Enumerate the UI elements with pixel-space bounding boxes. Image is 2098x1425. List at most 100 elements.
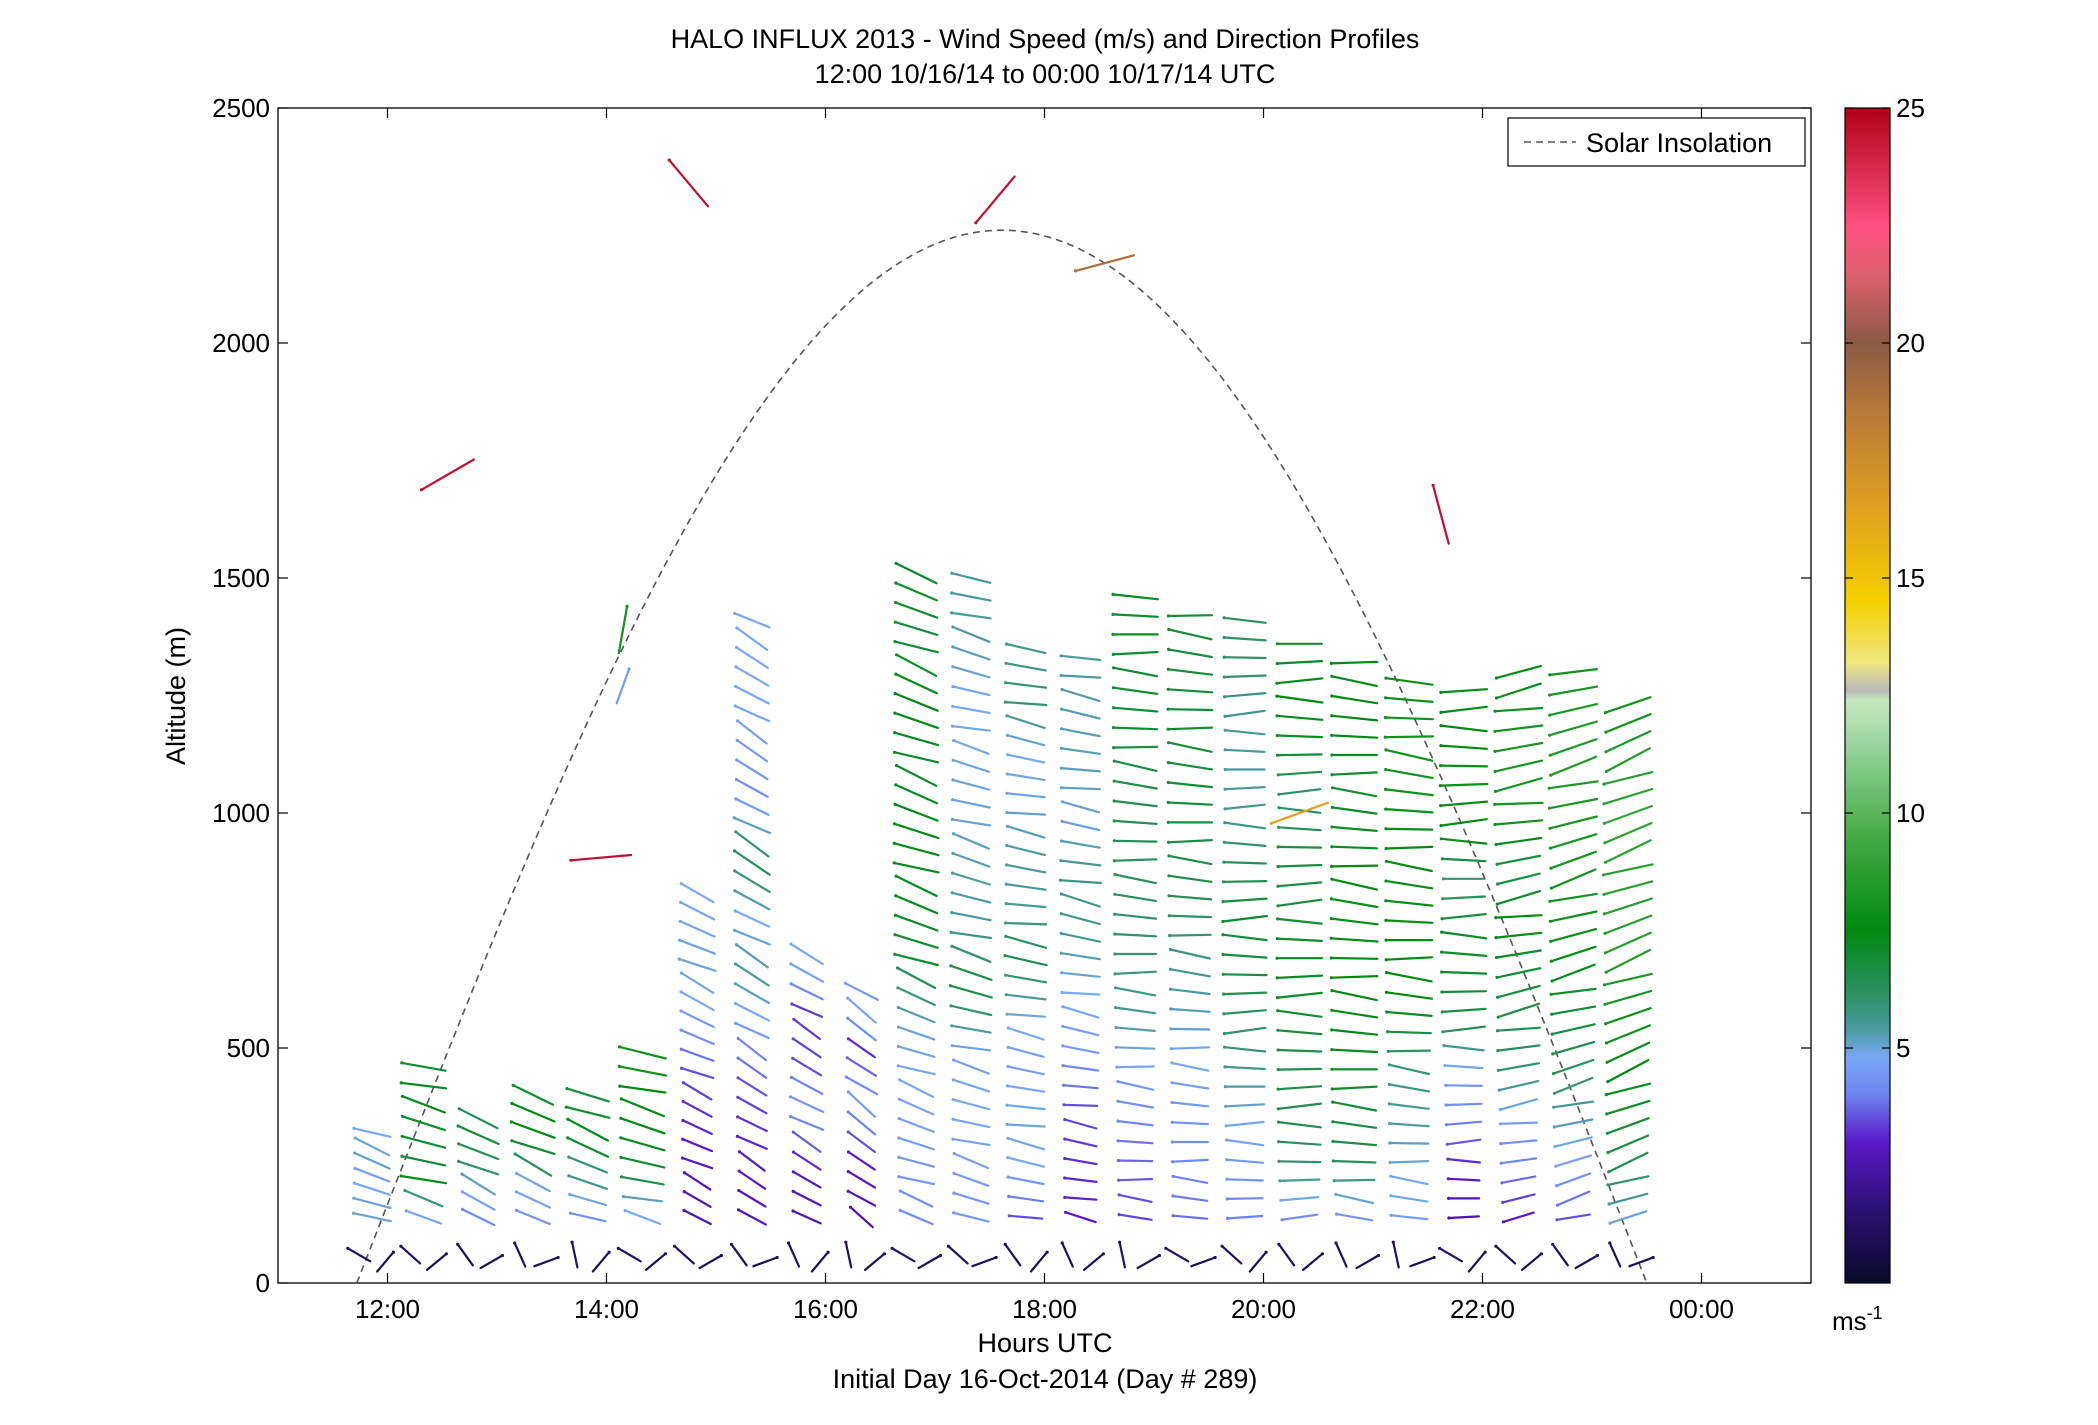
wind-barb-head — [682, 1208, 686, 1212]
wind-barb-head — [681, 1081, 686, 1085]
wind-barb-head — [620, 1175, 624, 1179]
wind-barb — [352, 1212, 392, 1223]
wind-barb-head — [734, 777, 739, 782]
wind-barb-head — [893, 731, 897, 735]
wind-barb — [1061, 1005, 1100, 1019]
wind-barb — [1496, 1026, 1541, 1032]
wind-barb — [680, 1048, 715, 1063]
wind-barb-head — [1006, 753, 1010, 757]
wind-barb-head — [1547, 806, 1552, 810]
wind-barb — [1112, 686, 1159, 696]
wind-barb — [1223, 674, 1267, 679]
wind-barb-head — [1113, 972, 1117, 976]
wind-barb — [894, 874, 938, 898]
wind-barb — [1276, 881, 1323, 888]
wind-barb — [792, 1150, 822, 1171]
wind-barb — [950, 591, 992, 602]
wind-barb — [950, 911, 992, 922]
wind-barb-head — [1166, 614, 1170, 618]
wind-barb-head — [1264, 1250, 1268, 1254]
wind-barb-head — [1063, 1195, 1067, 1199]
wind-barb — [733, 869, 771, 894]
wind-barb-head — [460, 1190, 464, 1194]
wind-barb-head — [400, 1134, 404, 1138]
wind-barb-head — [1497, 1088, 1501, 1092]
wind-barb — [681, 1138, 714, 1153]
wind-barb — [680, 882, 715, 904]
wind-barb — [1606, 1134, 1650, 1154]
wind-barb — [1113, 779, 1158, 790]
wind-barb-head — [1115, 1065, 1119, 1069]
wind-barb — [1603, 914, 1653, 935]
wind-barb — [949, 964, 993, 981]
wind-barb-head — [1225, 1177, 1229, 1181]
wind-barb — [951, 625, 991, 643]
wind-barb — [1115, 1046, 1156, 1050]
wind-barb — [681, 1156, 714, 1170]
wind-barb-head — [1330, 753, 1334, 757]
wind-barb — [1221, 897, 1268, 903]
wind-barb — [1223, 709, 1266, 718]
wind-barb-head — [734, 1021, 738, 1025]
wind-barb-head — [1493, 709, 1497, 713]
wind-barb-head — [949, 1004, 953, 1008]
wind-barb-head — [1111, 686, 1116, 690]
wind-barb-head — [1602, 873, 1606, 877]
wind-barb-head — [735, 626, 739, 630]
y-tick-label: 1500 — [212, 563, 270, 593]
wind-barb — [734, 685, 770, 705]
wind-barb — [1552, 1058, 1595, 1075]
colorbar: 5 10 15 20 25 ms-1 — [1832, 93, 1925, 1336]
wind-barb-head — [1222, 675, 1226, 679]
wind-barb — [1548, 892, 1598, 903]
wind-barb — [1060, 688, 1101, 703]
wind-barb — [1221, 933, 1268, 942]
wind-barb-head — [1330, 864, 1334, 869]
wind-barb-head — [400, 1061, 404, 1065]
wind-barb-head — [456, 1242, 460, 1246]
wind-barb — [513, 1152, 553, 1177]
wind-barb — [734, 982, 771, 1005]
wind-barb — [951, 665, 991, 679]
wind-barb-head — [951, 1058, 956, 1062]
wind-barb — [619, 1117, 666, 1135]
wind-barb-head — [1279, 1198, 1283, 1202]
wind-barb — [1004, 662, 1047, 672]
wind-barb — [894, 581, 939, 602]
wind-barb — [1221, 953, 1268, 959]
wind-barb — [1279, 1195, 1320, 1202]
wind-barb-head — [1063, 1156, 1067, 1161]
wind-barb — [735, 646, 769, 669]
wind-barb — [420, 458, 475, 491]
wind-barb — [1493, 724, 1544, 733]
wind-barb-head — [1060, 800, 1064, 804]
wind-barb — [734, 665, 770, 687]
wind-barb-head — [1166, 687, 1170, 691]
wind-barb-head — [1113, 892, 1117, 896]
wind-barb — [1500, 1157, 1538, 1165]
wind-barb — [734, 830, 770, 858]
wind-barb — [1494, 836, 1543, 846]
wind-barb-head — [1443, 1063, 1447, 1068]
wind-barb-head — [1277, 792, 1281, 796]
wind-barb-head — [1330, 773, 1334, 777]
wind-barb-head — [895, 653, 899, 657]
wind-barb-head — [1221, 933, 1225, 937]
wind-barb — [1388, 1141, 1430, 1145]
wind-barb-head — [950, 871, 955, 875]
wind-barb-head — [844, 1075, 848, 1079]
wind-barb-head — [1116, 1079, 1120, 1084]
wind-barb — [1117, 1177, 1154, 1182]
wind-barb-head — [1329, 956, 1333, 960]
wind-barb-head — [949, 930, 953, 935]
wind-barb-head — [1440, 917, 1444, 921]
wind-barb-head — [896, 966, 900, 970]
wind-barb-head — [677, 957, 681, 961]
wind-barb-head — [1168, 967, 1173, 971]
wind-barb-head — [1004, 921, 1008, 925]
wind-barb — [1171, 1121, 1210, 1126]
wind-barb — [1278, 1178, 1321, 1183]
wind-barb-head — [627, 667, 631, 671]
wind-barb-head — [400, 1094, 405, 1098]
wind-barb-head — [846, 1130, 850, 1134]
